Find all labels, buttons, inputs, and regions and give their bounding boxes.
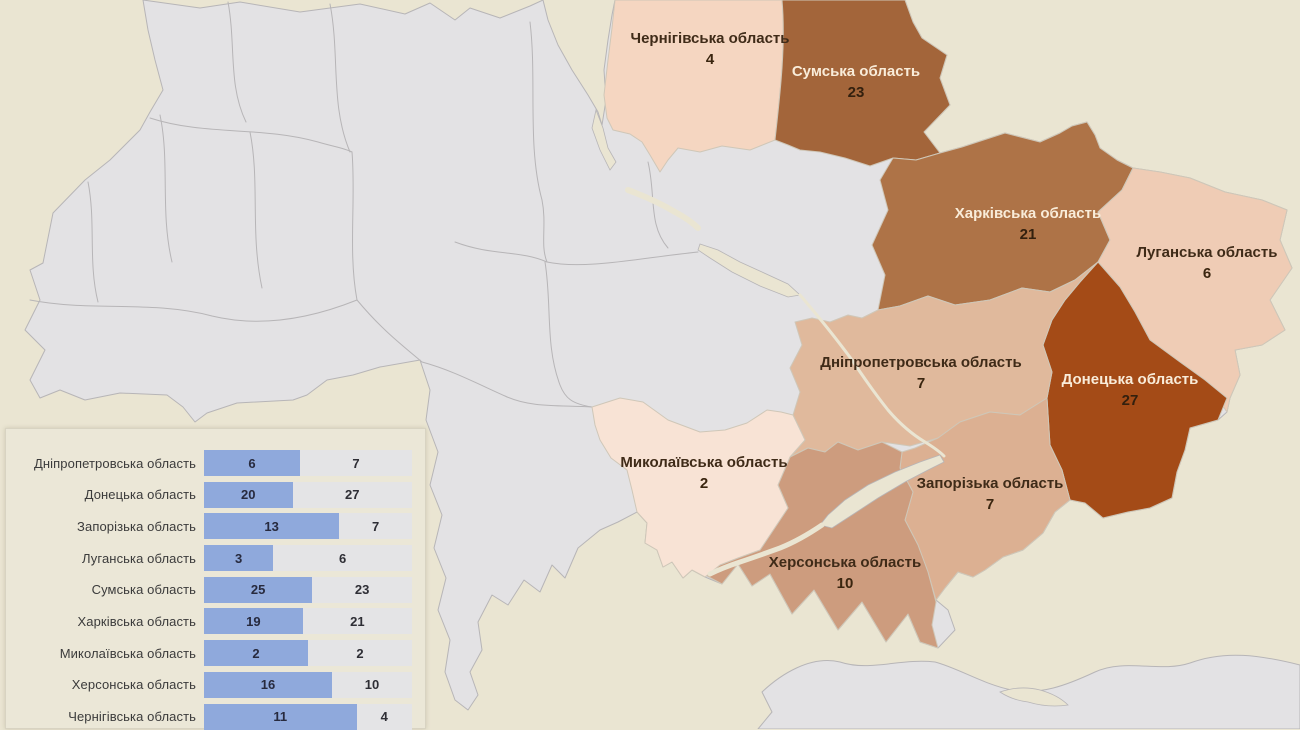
stacked-bar: 13 7 — [204, 513, 412, 540]
bar-segment-gray: 27 — [292, 481, 412, 508]
row-label: Донецька область — [84, 487, 196, 503]
bar-segment-blue: 13 — [204, 513, 340, 540]
bar-segment-blue: 6 — [204, 450, 300, 476]
bar-segment-blue: 20 — [204, 481, 293, 508]
row-label: Сумська область — [91, 582, 196, 598]
bar-segment-blue: 2 — [204, 640, 308, 667]
row-label: Запорізька область — [77, 518, 196, 534]
chart-row: Миколаївська область 2 2 — [6, 640, 425, 667]
bar-segment-blue: 11 — [204, 703, 357, 730]
chart-row: Чернігівська область 11 4 — [6, 703, 425, 730]
stacked-bar: 11 4 — [204, 703, 412, 730]
oblast-borders — [29, 1, 699, 408]
dnipro-river — [591, 108, 946, 577]
chart-row: Харківська область 19 21 — [6, 608, 425, 635]
bar-segment-gray: 10 — [332, 671, 412, 698]
region-stats-panel: Дніпропетровська область 6 7 Донецька об… — [5, 428, 426, 730]
bar-segment-gray: 21 — [302, 608, 412, 635]
row-label: Дніпропетровська область — [33, 455, 196, 471]
rated-oblasts — [591, 0, 1293, 649]
stacked-bar: 20 27 — [204, 481, 412, 508]
stacked-bar: 16 10 — [204, 671, 412, 698]
sivash-lagoon — [999, 687, 1069, 707]
bar-segment-blue: 19 — [204, 608, 303, 635]
bar-segment-gray: 7 — [339, 513, 412, 540]
bar-segment-blue: 25 — [204, 576, 313, 603]
chart-row: Запорізька область 13 7 — [6, 513, 425, 540]
bar-segment-blue: 3 — [204, 545, 274, 572]
bar-segment-gray: 23 — [312, 576, 412, 603]
bar-segment-gray: 7 — [300, 450, 412, 476]
region-mykolaivska[interactable] — [591, 397, 806, 579]
region-sumska[interactable] — [774, 0, 951, 167]
chart-row: Луганська область 3 6 — [6, 545, 425, 572]
bar-segment-blue: 16 — [204, 671, 332, 698]
stacked-bar: 2 2 — [204, 640, 412, 667]
stacked-bar: 19 21 — [204, 608, 412, 635]
stacked-bar: 6 7 — [204, 450, 412, 476]
row-label: Харківська область — [77, 613, 196, 629]
bar-segment-gray: 4 — [356, 703, 412, 730]
bar-segment-gray: 2 — [308, 640, 412, 667]
row-label: Чернігівська область — [68, 709, 196, 724]
row-label: Миколаївська область — [59, 645, 196, 661]
chart-row: Сумська область 25 23 — [6, 576, 425, 603]
chart-row: Дніпропетровська область 6 7 — [6, 450, 425, 476]
row-label: Луганська область — [82, 550, 196, 566]
chart-row: Херсонська область 16 10 — [6, 671, 425, 698]
stacked-bar: 25 23 — [204, 576, 412, 603]
stacked-bar: 3 6 — [204, 545, 412, 572]
bar-segment-gray: 6 — [273, 545, 412, 572]
row-label: Херсонська область — [71, 677, 196, 693]
chart-row: Донецька область 20 27 — [6, 481, 425, 508]
